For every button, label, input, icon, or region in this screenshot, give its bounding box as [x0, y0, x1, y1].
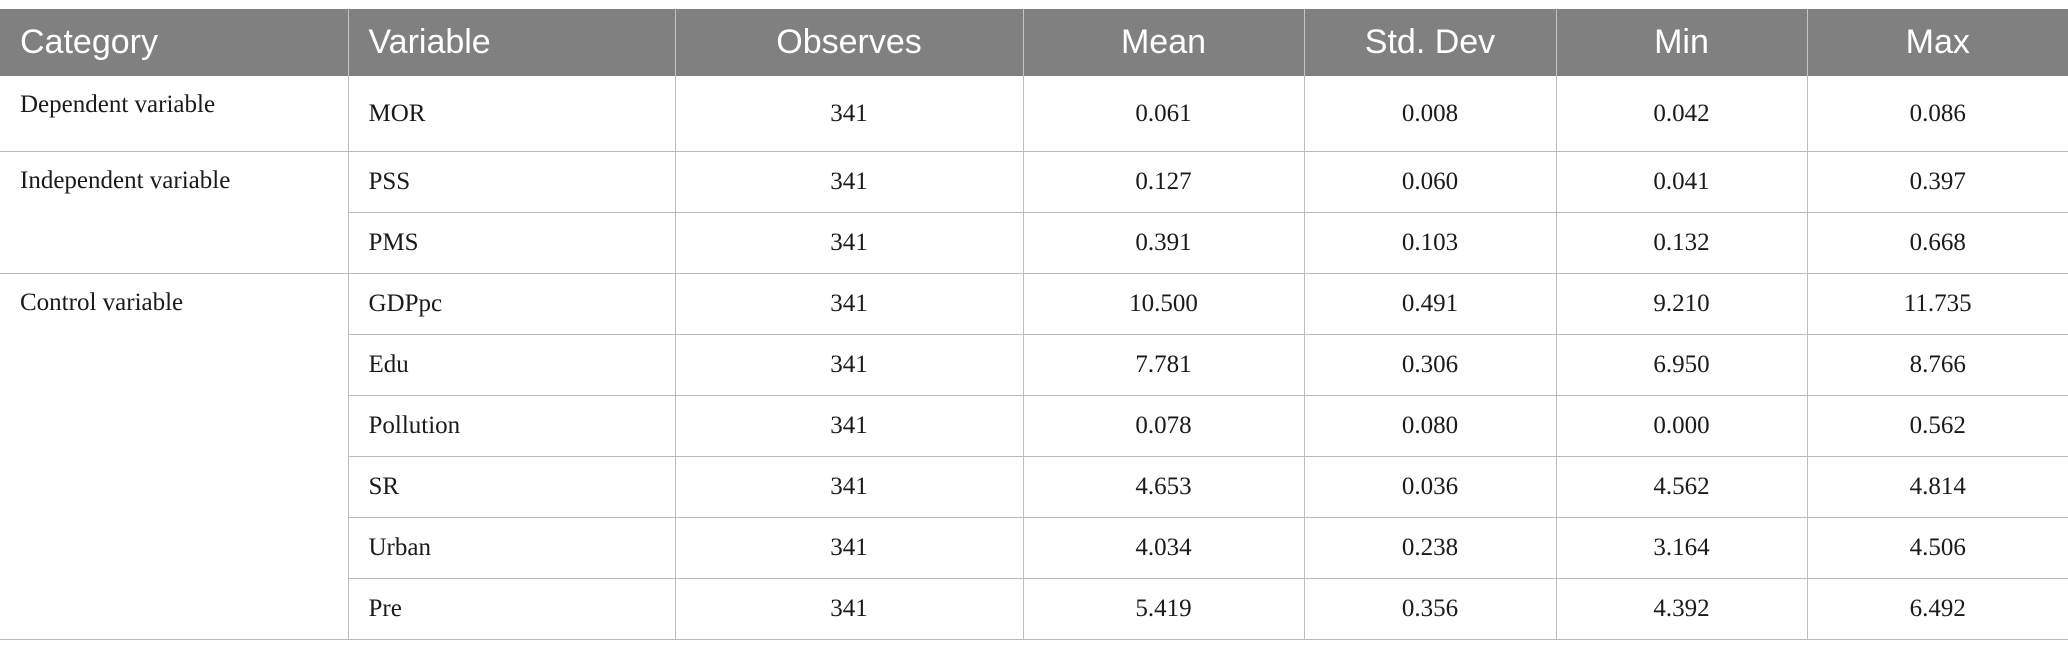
max-cell: 0.668: [1807, 212, 2068, 274]
observes-cell: 341: [675, 456, 1024, 518]
max-cell: 0.397: [1807, 151, 2068, 213]
min-cell: 6.950: [1556, 334, 1808, 396]
table-row: Independent variable PSS 341 0.127 0.060…: [0, 151, 2068, 274]
mean-cell: 4.653: [1023, 456, 1305, 518]
std-dev-cell: 0.238: [1304, 517, 1557, 579]
table-row: Edu 341 7.781 0.306 6.950 8.766: [0, 334, 2068, 396]
min-cell: 0.041: [1556, 151, 1808, 213]
category-cell: Independent variable: [0, 151, 349, 274]
observes-cell: 341: [675, 151, 1024, 213]
header-max: Max: [1807, 9, 2068, 76]
observes-cell: 341: [675, 334, 1024, 396]
observes-cell: 341: [675, 395, 1024, 457]
header-mean: Mean: [1023, 9, 1305, 76]
header-min: Min: [1556, 9, 1808, 76]
min-cell: 4.562: [1556, 456, 1808, 518]
observes-cell: 341: [675, 273, 1024, 335]
table-body: Dependent variable MOR 341 0.061 0.008 0…: [0, 76, 2068, 640]
variable-cell: PMS: [348, 212, 676, 274]
std-dev-cell: 0.306: [1304, 334, 1557, 396]
max-cell: 0.086: [1807, 76, 2068, 152]
table-row: PMS 341 0.391 0.103 0.132 0.668: [0, 212, 2068, 274]
header-row: Category Variable Observes Mean Std. Dev…: [0, 9, 2068, 76]
variable-cell: Pollution: [348, 395, 676, 457]
table-row: Pre 341 5.419 0.356 4.392 6.492: [0, 578, 2068, 640]
min-cell: 3.164: [1556, 517, 1808, 579]
max-cell: 11.735: [1807, 273, 2068, 335]
mean-cell: 5.419: [1023, 578, 1305, 640]
observes-cell: 341: [675, 578, 1024, 640]
table-row: Urban 341 4.034 0.238 3.164 4.506: [0, 517, 2068, 579]
observes-cell: 341: [675, 212, 1024, 274]
std-dev-cell: 0.008: [1304, 76, 1557, 152]
mean-cell: 10.500: [1023, 273, 1305, 335]
variable-cell: Urban: [348, 517, 676, 579]
variable-cell: GDPpc: [348, 273, 676, 335]
table-row: SR 341 4.653 0.036 4.562 4.814: [0, 456, 2068, 518]
mean-cell: 7.781: [1023, 334, 1305, 396]
min-cell: 0.000: [1556, 395, 1808, 457]
table-row: Pollution 341 0.078 0.080 0.000 0.562: [0, 395, 2068, 457]
max-cell: 0.562: [1807, 395, 2068, 457]
variable-cell: Edu: [348, 334, 676, 396]
observes-cell: 341: [675, 517, 1024, 579]
mean-cell: 4.034: [1023, 517, 1305, 579]
header-observes: Observes: [675, 9, 1024, 76]
mean-cell: 0.078: [1023, 395, 1305, 457]
std-dev-cell: 0.491: [1304, 273, 1557, 335]
min-cell: 0.042: [1556, 76, 1808, 152]
max-cell: 4.506: [1807, 517, 2068, 579]
table-row: Dependent variable MOR 341 0.061 0.008 0…: [0, 76, 2068, 152]
observes-cell: 341: [675, 76, 1024, 152]
header-variable: Variable: [348, 9, 676, 76]
variable-cell: Pre: [348, 578, 676, 640]
table-row: Control variable GDPpc 341 10.500 0.491 …: [0, 273, 2068, 640]
mean-cell: 0.391: [1023, 212, 1305, 274]
std-dev-cell: 0.356: [1304, 578, 1557, 640]
header-std-dev: Std. Dev: [1304, 9, 1557, 76]
min-cell: 9.210: [1556, 273, 1808, 335]
std-dev-cell: 0.060: [1304, 151, 1557, 213]
header-category: Category: [0, 9, 349, 76]
max-cell: 8.766: [1807, 334, 2068, 396]
max-cell: 4.814: [1807, 456, 2068, 518]
min-cell: 4.392: [1556, 578, 1808, 640]
variable-cell: SR: [348, 456, 676, 518]
mean-cell: 0.061: [1023, 76, 1305, 152]
variable-cell: PSS: [348, 151, 676, 213]
variable-cell: MOR: [348, 76, 676, 152]
category-cell: Dependent variable: [0, 76, 349, 152]
table-header: Category Variable Observes Mean Std. Dev…: [0, 9, 2068, 76]
min-cell: 0.132: [1556, 212, 1808, 274]
std-dev-cell: 0.080: [1304, 395, 1557, 457]
max-cell: 6.492: [1807, 578, 2068, 640]
std-dev-cell: 0.103: [1304, 212, 1557, 274]
std-dev-cell: 0.036: [1304, 456, 1557, 518]
category-cell: Control variable: [0, 273, 349, 640]
mean-cell: 0.127: [1023, 151, 1305, 213]
descriptive-statistics-table: Category Variable Observes Mean Std. Dev…: [0, 9, 2068, 640]
